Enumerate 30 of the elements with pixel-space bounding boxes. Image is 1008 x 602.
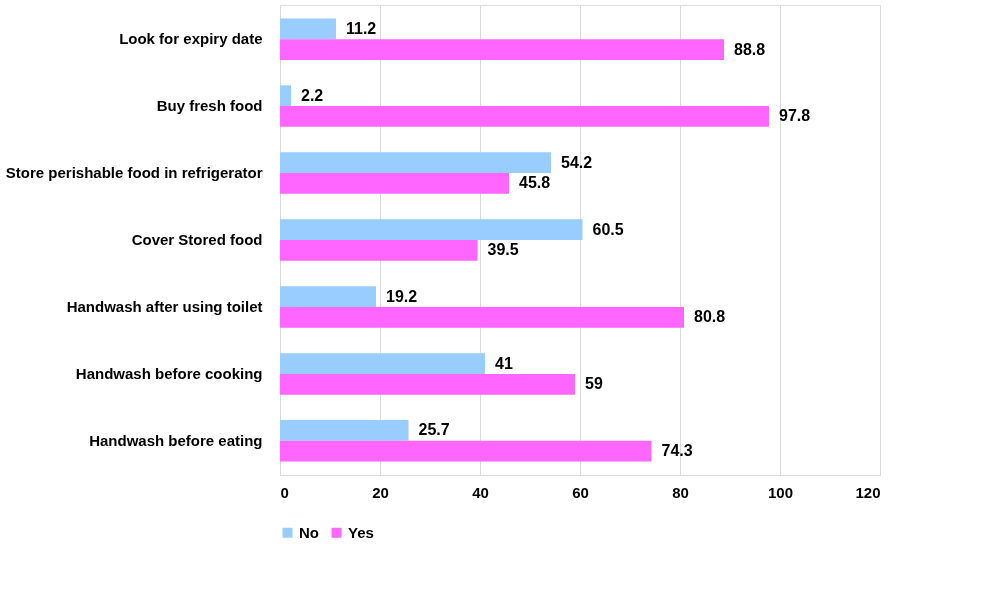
data-label: 39.5 <box>487 241 519 259</box>
data-label: 54.2 <box>561 153 593 171</box>
data-label: 41 <box>495 354 513 372</box>
y-tick-label: Look for expiry date <box>119 30 263 48</box>
x-tick-label: 20 <box>372 483 389 501</box>
data-label: 25.7 <box>418 421 450 439</box>
x-tick-label: 120 <box>855 483 881 501</box>
x-tick-label: 60 <box>572 483 589 501</box>
data-label: 80.8 <box>694 308 726 326</box>
data-label: 59 <box>585 375 603 393</box>
data-label: 88.8 <box>734 40 766 58</box>
data-label: 19.2 <box>386 287 418 305</box>
y-tick-label: Cover Stored food <box>131 231 263 248</box>
y-tick-label: Buy fresh food <box>156 97 263 115</box>
data-label: 74.3 <box>661 442 693 460</box>
y-tick-label: Handwash before eating <box>89 431 263 449</box>
x-tick-label: 100 <box>767 483 794 501</box>
x-tick-label: 80 <box>672 483 689 501</box>
y-tick-label: Store perishable food in refrigerator <box>5 164 263 182</box>
legend-label: No <box>299 523 319 541</box>
legend-label: Yes <box>348 523 374 541</box>
x-tick-label: 0 <box>280 483 289 501</box>
x-tick-label: 40 <box>472 483 489 501</box>
data-label: 45.8 <box>519 174 551 192</box>
data-label: 11.2 <box>346 19 377 37</box>
data-label: 97.8 <box>779 107 811 125</box>
y-tick-label: Handwash after using toilet <box>66 297 263 315</box>
data-label: 60.5 <box>592 220 624 238</box>
y-tick-label: Handwash before cooking <box>75 364 263 382</box>
data-label: 2.2 <box>301 86 324 104</box>
